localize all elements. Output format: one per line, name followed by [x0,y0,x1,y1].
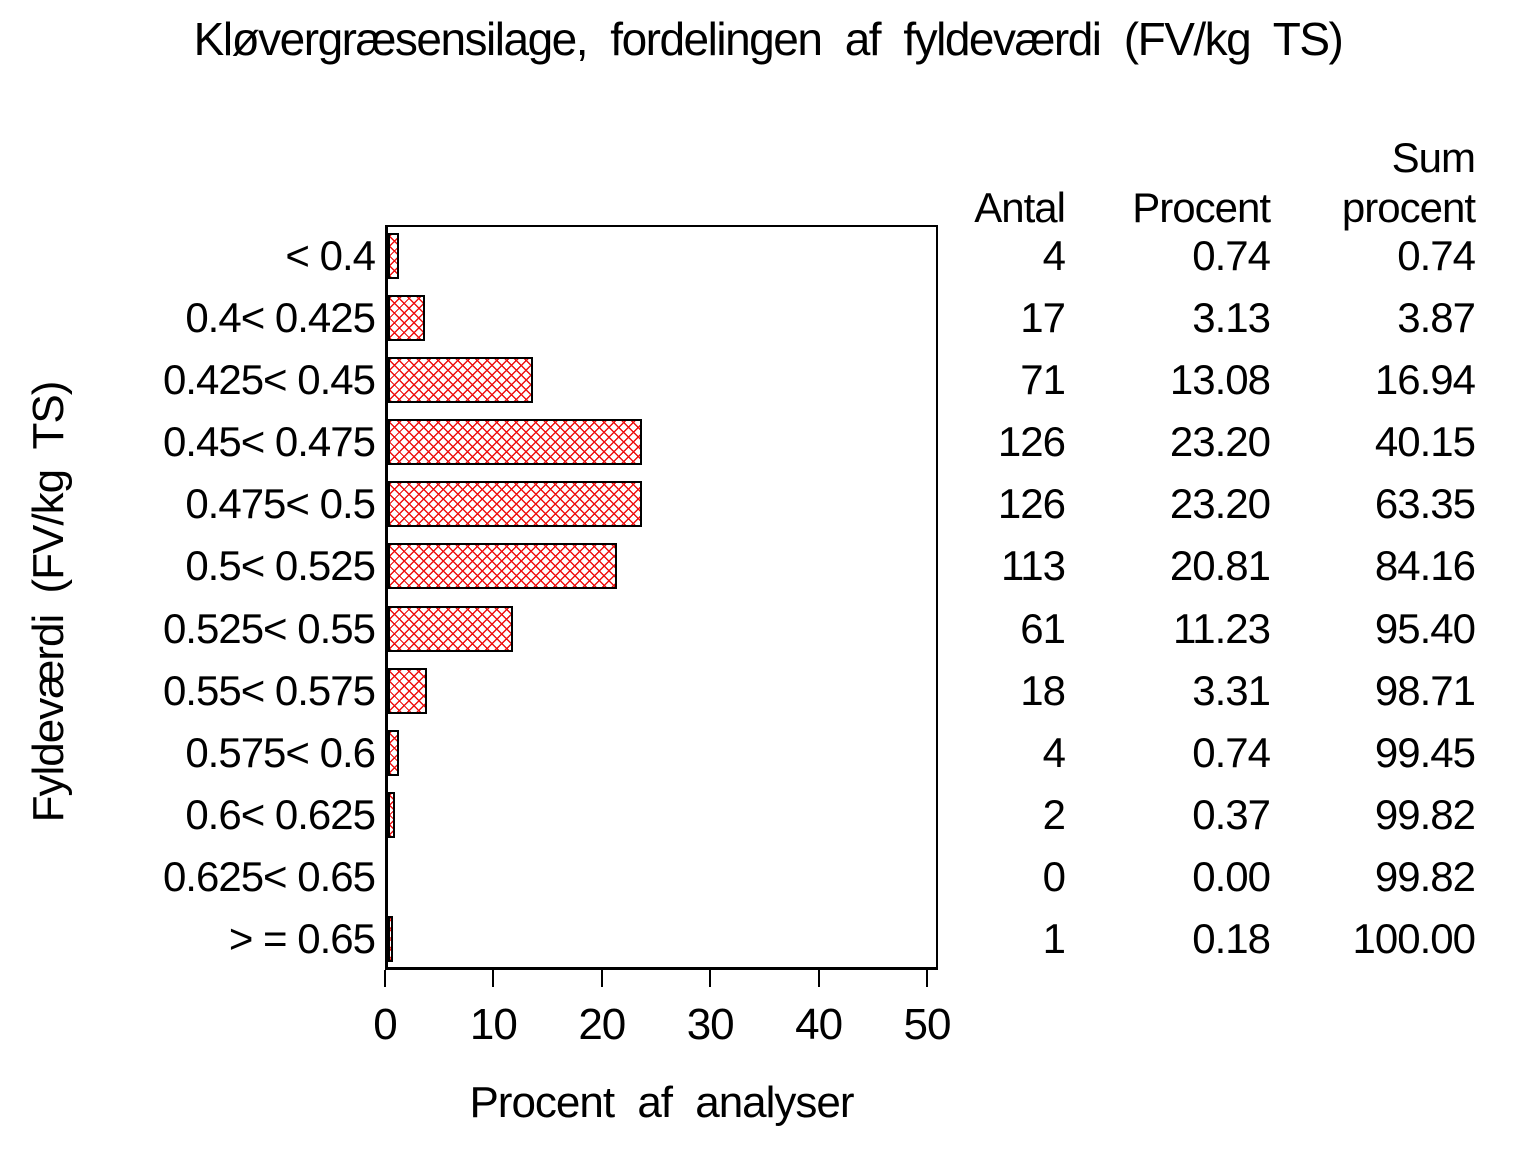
antal-cell: 4 [1042,232,1066,279]
sum-cell: 16.94 [1374,356,1476,404]
sum-cell: 95.40 [1374,604,1476,652]
category-label: 0.525< 0.55 [162,604,376,652]
antal-cell: 1 [1042,914,1066,962]
sum-cell: 84.16 [1374,542,1476,590]
antal-cell: 18 [1020,666,1066,714]
antal-cell: 113 [1001,542,1066,590]
x-tick [492,970,495,987]
bar [388,481,642,528]
x-tick-label: 40 [795,1000,843,1049]
bar [388,233,399,280]
table-header-antal: Antal [974,184,1066,231]
category-label: < 0.4 [285,232,376,279]
antal-cell: 17 [1020,294,1066,342]
x-tick-label: 50 [903,1000,952,1049]
procent-cell: 0.18 [1192,914,1271,962]
antal-cell: 126 [997,480,1066,528]
category-label: 0.425< 0.45 [162,356,376,404]
category-label: > = 0.65 [228,914,376,962]
x-tick [384,970,386,987]
bar [388,605,513,652]
category-label: 0.5< 0.525 [185,542,376,590]
antal-cell: 0 [1042,852,1066,900]
x-tick-label: 20 [578,1000,626,1049]
bar [388,295,425,342]
antal-cell: 4 [1042,728,1066,776]
procent-cell: 0.74 [1192,232,1271,279]
antal-cell: 2 [1042,790,1066,838]
procent-cell: 0.00 [1192,852,1271,900]
procent-cell: 23.20 [1169,480,1271,528]
procent-cell: 0.37 [1192,790,1271,838]
procent-cell: 0.74 [1192,728,1271,776]
procent-cell: 3.13 [1192,294,1271,342]
category-label: 0.45< 0.475 [162,418,376,466]
procent-cell: 11.23 [1173,604,1271,652]
chart-title: Kløvergræsensilage, fordelingen af fylde… [193,13,1344,65]
bar [388,667,427,714]
category-label: 0.575< 0.6 [185,728,376,776]
sum-cell: 63.35 [1374,480,1476,528]
sum-cell: 99.82 [1374,852,1476,900]
x-axis-label: Procent af analyser [469,1078,854,1127]
bar [388,543,617,590]
category-label: 0.625< 0.65 [162,852,376,900]
procent-cell: 20.81 [1169,542,1271,590]
x-tick-label: 30 [686,1000,735,1049]
category-label: 0.6< 0.625 [185,790,376,838]
bar [388,915,393,962]
category-label: 0.4< 0.425 [185,294,376,342]
x-tick [817,970,820,987]
bar [388,357,533,404]
bar [388,791,395,838]
sum-cell: 0.74 [1397,232,1476,279]
antal-cell: 61 [1020,604,1066,652]
plot-frame [385,225,938,970]
bar [388,419,642,466]
sum-cell: 98.71 [1374,666,1476,714]
sum-cell: 99.45 [1374,728,1476,776]
table-header-sum-line2: procent [1341,184,1476,231]
table-header-procent: Procent [1132,184,1271,231]
category-label: 0.475< 0.5 [185,480,376,528]
sum-cell: 99.82 [1374,790,1476,838]
x-tick [709,970,712,987]
bar [388,729,399,776]
procent-cell: 13.08 [1169,356,1271,404]
procent-cell: 23.20 [1169,418,1271,466]
antal-cell: 126 [997,418,1066,466]
antal-cell: 71 [1020,356,1066,404]
category-label: 0.55< 0.575 [162,666,376,714]
sum-cell: 100.00 [1352,914,1476,962]
sum-cell: 40.15 [1374,418,1476,466]
sum-cell: 3.87 [1397,294,1476,342]
x-tick [600,970,603,987]
procent-cell: 3.31 [1192,666,1271,714]
table-header-sum-line1: Sum [1391,134,1476,181]
x-tick [926,970,928,987]
x-tick-label: 0 [373,1000,397,1049]
x-tick-label: 10 [469,1000,518,1049]
